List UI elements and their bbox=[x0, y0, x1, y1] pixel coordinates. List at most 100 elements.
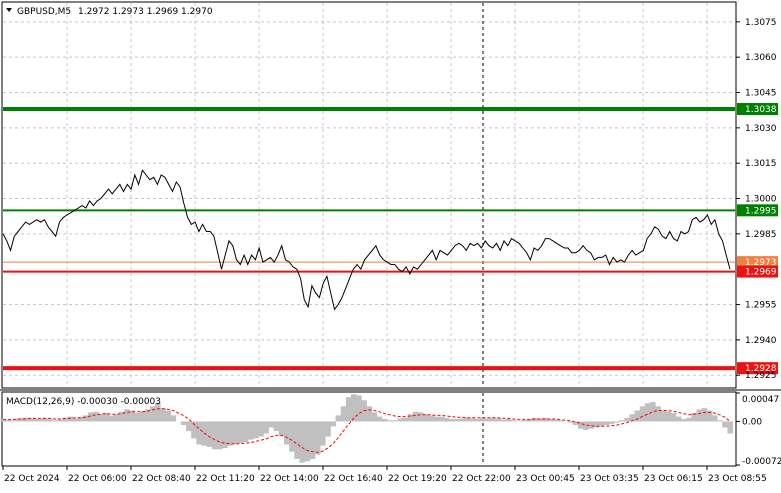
macd-bar bbox=[330, 421, 336, 427]
macd-bar bbox=[320, 421, 326, 446]
y-tick-label: 1.2925 bbox=[745, 371, 777, 381]
macd-bar bbox=[278, 421, 285, 436]
macd-bar bbox=[608, 421, 615, 424]
macd-bar bbox=[655, 406, 661, 422]
macd-bar bbox=[232, 421, 238, 445]
macd-bar bbox=[428, 415, 434, 422]
macd-bar bbox=[289, 421, 295, 452]
macd-bar bbox=[309, 421, 316, 459]
macd-bar bbox=[46, 419, 53, 422]
macd-bar bbox=[294, 421, 300, 459]
macd-bar bbox=[371, 412, 378, 422]
macd-bar bbox=[10, 420, 17, 422]
macd-bar bbox=[299, 421, 306, 463]
macd-bar bbox=[284, 421, 290, 445]
macd-bar bbox=[588, 421, 594, 429]
macd-bar bbox=[325, 421, 331, 437]
triangle-down-icon[interactable] bbox=[6, 8, 12, 12]
macd-bar bbox=[443, 417, 450, 422]
macd-bar bbox=[639, 406, 646, 422]
macd-bar bbox=[572, 421, 579, 426]
level-price-tag bbox=[737, 362, 778, 375]
level-price-tag bbox=[737, 265, 778, 278]
macd-bar bbox=[124, 409, 130, 422]
macd-bar bbox=[603, 421, 610, 426]
macd-bar bbox=[21, 417, 27, 422]
macd-bar bbox=[454, 419, 460, 422]
macd-bar bbox=[438, 416, 445, 422]
macd-bar bbox=[356, 395, 362, 422]
macd-bar bbox=[402, 417, 409, 422]
macd-bar bbox=[546, 419, 553, 422]
x-tick-label: 22 Oct 19:20 bbox=[388, 474, 447, 484]
macd-bar bbox=[273, 421, 280, 432]
macd-bar bbox=[31, 418, 37, 422]
macd-bar bbox=[165, 410, 171, 422]
macd-bar bbox=[88, 412, 94, 422]
macd-bar bbox=[57, 419, 63, 422]
macd-bar bbox=[557, 420, 563, 422]
macd-bar bbox=[15, 418, 22, 422]
x-tick-label: 22 Oct 22:00 bbox=[452, 474, 511, 484]
x-tick-label: 23 Oct 00:45 bbox=[516, 474, 575, 484]
macd-bar bbox=[701, 408, 708, 422]
macd-bar bbox=[155, 403, 161, 422]
y-tick-label: 1.3015 bbox=[745, 159, 777, 169]
macd-bar bbox=[675, 416, 682, 422]
macd-bar bbox=[485, 418, 491, 422]
macd-bar bbox=[340, 406, 347, 422]
macd-bar bbox=[51, 420, 58, 422]
macd-bar bbox=[335, 415, 342, 422]
level-price-tag bbox=[737, 256, 778, 269]
macd-bar bbox=[583, 421, 589, 430]
level-price-tag bbox=[737, 103, 778, 116]
x-tick-label: 22 Oct 08:40 bbox=[132, 474, 191, 484]
macd-bar bbox=[510, 420, 517, 422]
y-tick-label: 1.3045 bbox=[745, 89, 777, 99]
macd-layer bbox=[0, 394, 733, 463]
macd-bar bbox=[650, 402, 656, 422]
macd-bar bbox=[526, 419, 532, 422]
macd-bar bbox=[211, 421, 218, 450]
level-price-label: 1.2995 bbox=[745, 206, 777, 216]
y-tick-label: 1.3060 bbox=[745, 53, 777, 63]
macd-bar bbox=[186, 421, 192, 432]
macd-bar bbox=[314, 421, 321, 455]
macd-bar bbox=[706, 410, 713, 422]
macd-bar bbox=[196, 421, 202, 445]
macd-bar bbox=[180, 421, 187, 426]
macd-bar bbox=[418, 412, 424, 422]
macd-bar bbox=[345, 397, 352, 422]
macd-bar bbox=[552, 419, 558, 422]
macd-bar bbox=[144, 409, 151, 422]
macd-bar bbox=[577, 421, 584, 429]
macd-bar bbox=[268, 421, 275, 428]
macd-bar bbox=[253, 421, 259, 439]
macd-bar bbox=[67, 416, 74, 422]
macd-bar bbox=[448, 419, 455, 422]
macd-bar bbox=[93, 411, 99, 422]
x-tick-label: 22 Oct 16:40 bbox=[324, 474, 383, 484]
macd-title: MACD(12,26,9) -0.00030 -0.00003 bbox=[6, 397, 161, 407]
macd-bar bbox=[505, 419, 512, 422]
grid-layer bbox=[3, 3, 735, 465]
x-tick-label: 22 Oct 14:00 bbox=[260, 474, 319, 484]
macd-bar bbox=[392, 420, 398, 422]
macd-bar bbox=[263, 421, 269, 434]
macd-bar bbox=[216, 421, 223, 450]
x-tick-label: 23 Oct 08:55 bbox=[708, 474, 767, 484]
macd-bar bbox=[397, 418, 403, 422]
y-axis: 1.30751.30601.30451.30301.30151.30001.29… bbox=[736, 18, 781, 467]
macd-bar bbox=[691, 412, 697, 422]
macd-bar bbox=[387, 420, 393, 422]
macd-bar bbox=[134, 412, 141, 422]
macd-bar bbox=[351, 394, 357, 422]
macd-bar bbox=[490, 417, 496, 422]
macd-bar bbox=[129, 410, 135, 422]
y-tick-label: 1.2940 bbox=[745, 336, 777, 346]
macd-bar bbox=[407, 414, 414, 422]
level-price-label: 1.2973 bbox=[745, 258, 777, 268]
macd-bar bbox=[495, 418, 501, 422]
macd-bar bbox=[77, 417, 84, 422]
